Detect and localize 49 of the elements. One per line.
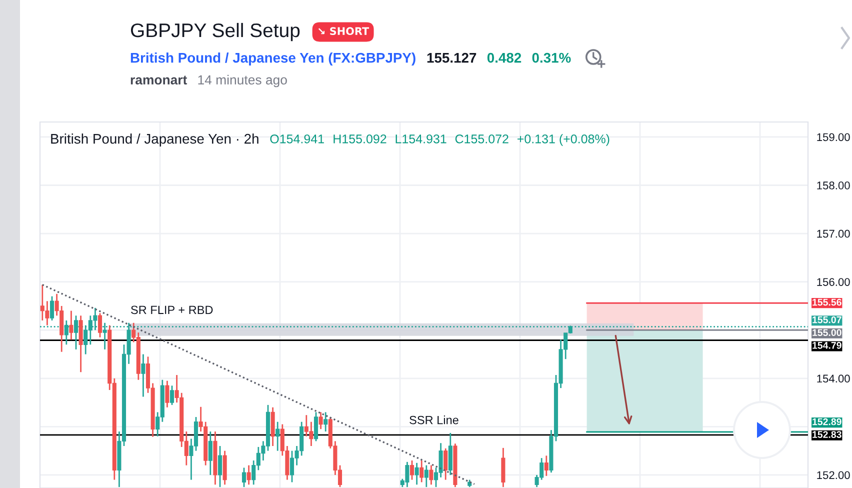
candlestick [69,310,74,340]
text: 0.31% [532,52,571,63]
band-label: SR FLIP + RBD [131,306,213,314]
text: 0.482 [487,52,522,63]
candlestick [444,448,448,480]
ref-line-label: 155.07 [812,316,842,324]
annotation: SSR Line [410,416,458,424]
text: ↘ SHORT [318,27,370,36]
candlestick [324,412,328,432]
annotation: O154.941 [270,134,324,144]
candlestick [314,412,318,442]
ref-line-label: 152.83 [812,431,842,438]
y-tick-label: 159.00 [817,133,850,142]
annotation: L154.931 [396,134,446,144]
y-tick-label: 158.00 [817,182,850,190]
candlestick [170,384,174,406]
candlestick [242,467,246,488]
annotation: +0.131 (+0.08%) [517,134,610,146]
candlestick [218,445,222,488]
y-tick-label: 156.00 [817,278,850,286]
candlestick [141,354,146,398]
candlestick [424,464,428,488]
ref-line-label: 154.79 [812,342,842,349]
ref-line-label: 155.00 [812,329,842,336]
candlestick [50,296,54,322]
candlestick [165,380,170,408]
text: ramonart [130,76,188,85]
ref-line-label: 152.89 [812,418,842,426]
candlestick [429,464,434,486]
text: 155.127 [427,52,476,63]
candlestick [414,462,419,486]
candlestick [318,412,323,430]
candlestick [544,454,548,477]
annotation: British Pound / Japanese Yen · 2h [51,134,258,146]
candlestick [410,460,414,480]
chart-title: GBPJPY Sell Setup [130,22,300,42]
text: 14 minutes ago [198,74,287,88]
candlestick [208,430,212,476]
annotation: C155.072 [455,134,508,144]
candlestick [276,421,280,452]
ref-line-label: 155.56 [812,298,842,306]
y-tick-label: 157.00 [817,230,850,238]
candlestick [98,312,102,338]
candlestick [420,460,424,483]
candlestick [246,464,251,486]
chart-subtitle: British Pound / Japanese Yen (FX:GBPJPY) [130,52,416,66]
annotation: H155.092 [334,134,386,144]
y-tick-label: 152.00 [817,471,850,480]
y-tick-label: 154.00 [817,374,850,383]
